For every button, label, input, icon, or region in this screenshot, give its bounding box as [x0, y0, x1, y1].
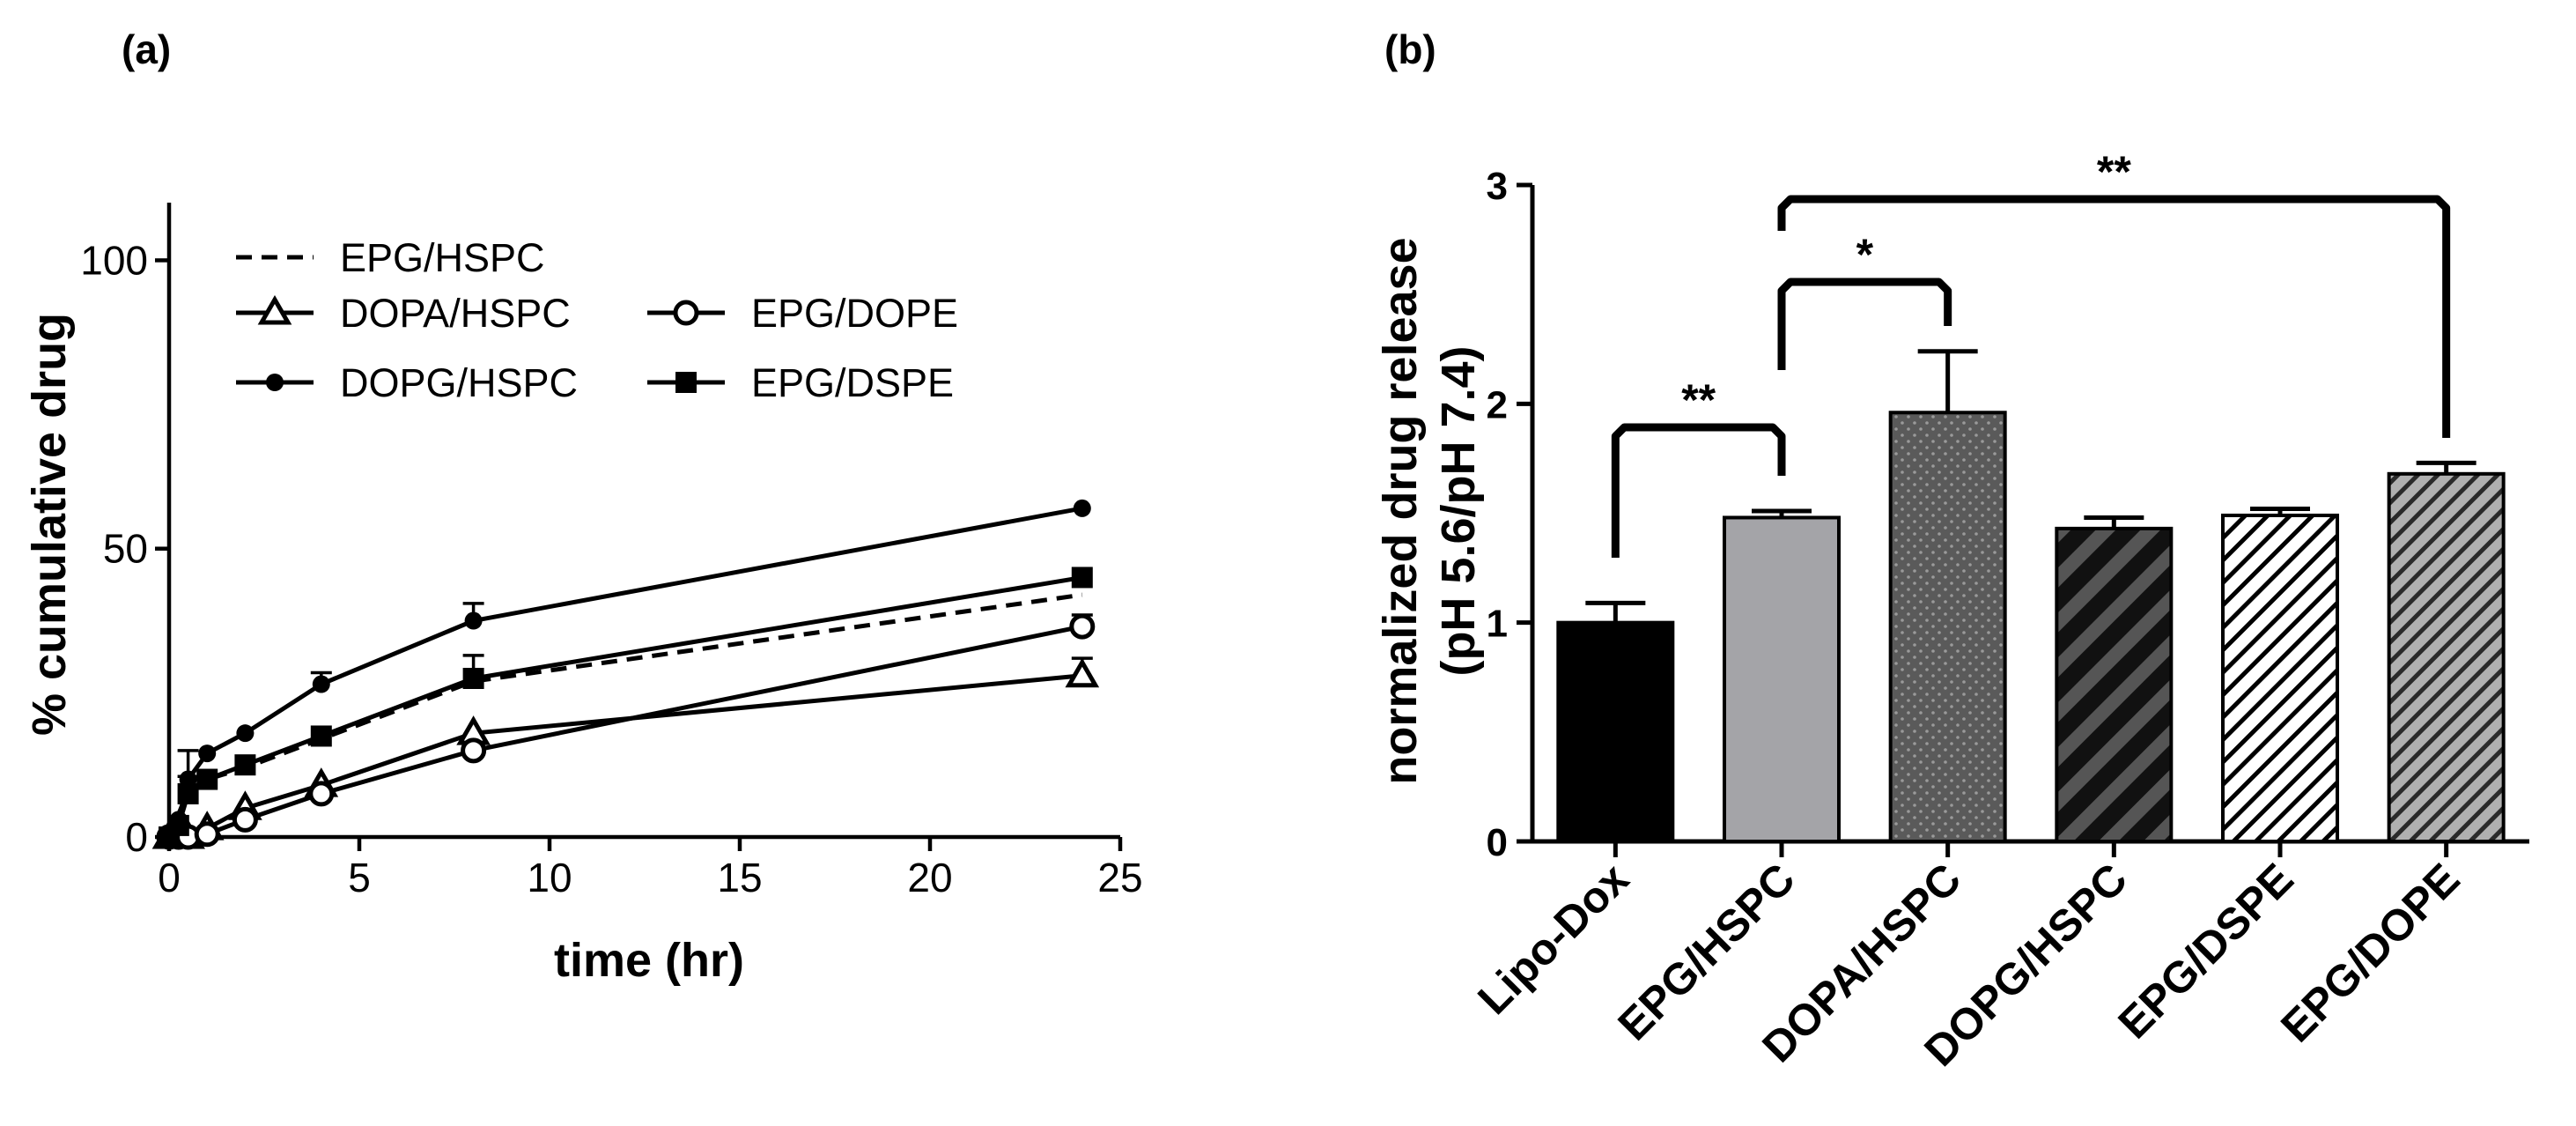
legend-swatch-marker: [257, 294, 292, 325]
legend-label: DOPA/HSPC: [340, 291, 571, 336]
panel-b-label: (b): [1384, 26, 1436, 72]
panel-a: (a) % cumulative drug time (hr) 0 5 10 15 20…: [23, 26, 1143, 987]
data-point: [177, 782, 199, 804]
data-point: [194, 821, 220, 848]
category-label: EPG/DOPE: [2271, 854, 2469, 1051]
data-point: [234, 754, 256, 776]
panel-a-series: [151, 499, 1100, 850]
panel-b-y-tick-label: 1: [1487, 603, 1508, 646]
panel-b-ylabel: normalized drug release: [1374, 237, 1427, 784]
data-point: [232, 806, 258, 833]
legend-swatch-marker: [675, 372, 697, 393]
panel-a-y-tick-label: 100: [80, 237, 148, 283]
significance-label: **: [1681, 375, 1716, 425]
data-point: [196, 768, 218, 790]
data-point: [1071, 567, 1093, 589]
data-point: [1069, 613, 1096, 640]
legend-label: EPG/DSPE: [751, 360, 954, 405]
bar: [1888, 411, 2007, 843]
bar: [2221, 513, 2339, 843]
legend-label: DOPG/HSPC: [340, 360, 578, 405]
data-point: [236, 724, 255, 743]
data-point: [308, 781, 335, 807]
panel-a-y-tick-label: 50: [103, 526, 148, 572]
legend-item: DOPG/HSPC: [236, 360, 578, 405]
panel-b-axes: 0 1 2 3: [1487, 165, 2529, 864]
series-dopa-hspc: [151, 656, 1100, 849]
bar: [1723, 515, 1841, 843]
bar: [2387, 471, 2506, 843]
panel-b-bars: Lipo-DoxEPG/HSPCDOPA/HSPCDOPG/HSPCEPG/DS…: [1468, 349, 2506, 1076]
panel-b: (b) normalized drug release (pH 5.6/pH 7…: [1374, 26, 2529, 1076]
panel-a-x-tick-label: 0: [158, 855, 181, 900]
series-line: [169, 673, 1083, 840]
legend-item: EPG/DOPE: [647, 291, 958, 336]
category-label: Lipo-Dox: [1468, 854, 1638, 1024]
data-point: [310, 725, 332, 747]
series-line: [169, 624, 1083, 840]
legend-swatch-marker: [673, 300, 699, 326]
panel-b-ylabel2: (pH 5.6/pH 7.4): [1432, 345, 1485, 676]
data-point: [461, 737, 487, 764]
significance-bracket: **: [1611, 375, 1786, 558]
bracket-line: [1777, 195, 2451, 438]
legend-item: EPG/HSPC: [236, 235, 545, 280]
data-point: [1065, 657, 1100, 688]
bar: [1556, 620, 1675, 844]
data-point: [312, 675, 330, 693]
panel-a-x-tick-label: 10: [527, 855, 572, 900]
data-point: [462, 668, 484, 689]
data-point: [1073, 499, 1091, 517]
legend-swatch-marker: [266, 374, 284, 391]
panel-a-x-tick-label: 15: [717, 855, 762, 900]
significance-bracket: **: [1777, 147, 2451, 438]
panel-a-y-tick-label: 0: [125, 814, 148, 860]
panel-b-y-tick-label: 2: [1487, 383, 1508, 426]
legend-item: EPG/DSPE: [647, 360, 954, 405]
significance-bracket: *: [1777, 230, 1952, 370]
panel-b-y-tick-label: 0: [1487, 821, 1508, 864]
panel-a-legend: EPG/HSPC DOPA/HSPC EPG/DOPE DOPG/HSPC EPG/DS…: [236, 235, 958, 405]
bracket-line: [1777, 278, 1952, 370]
series-epg-dope: [156, 613, 1096, 850]
data-point: [464, 611, 483, 630]
bar: [2055, 526, 2174, 844]
panel-b-y-tick-label: 3: [1487, 165, 1508, 208]
series-epg-dspe: [159, 567, 1093, 848]
legend-item: DOPA/HSPC: [236, 291, 571, 336]
legend-label: EPG/DOPE: [751, 291, 958, 336]
panel-a-label: (a): [122, 26, 171, 72]
significance-label: *: [1856, 230, 1874, 279]
panel-a-xlabel: time (hr): [554, 934, 744, 987]
panel-a-axes: 0 5 10 15 20 25 0 50 100: [80, 203, 1143, 900]
significance-label: **: [2097, 147, 2131, 196]
data-point: [198, 744, 217, 763]
legend-label: EPG/HSPC: [340, 235, 545, 280]
bracket-line: [1611, 423, 1786, 558]
data-point: [167, 814, 189, 836]
panel-a-x-tick-label: 20: [907, 855, 952, 900]
panel-b-significance: *****: [1611, 147, 2451, 558]
panel-a-x-tick-label: 25: [1097, 855, 1142, 900]
panel-a-ylabel: % cumulative drug: [23, 313, 76, 736]
bar-lipo-dox: Lipo-Dox: [1468, 600, 1675, 1024]
panel-a-x-tick-label: 5: [348, 855, 371, 900]
